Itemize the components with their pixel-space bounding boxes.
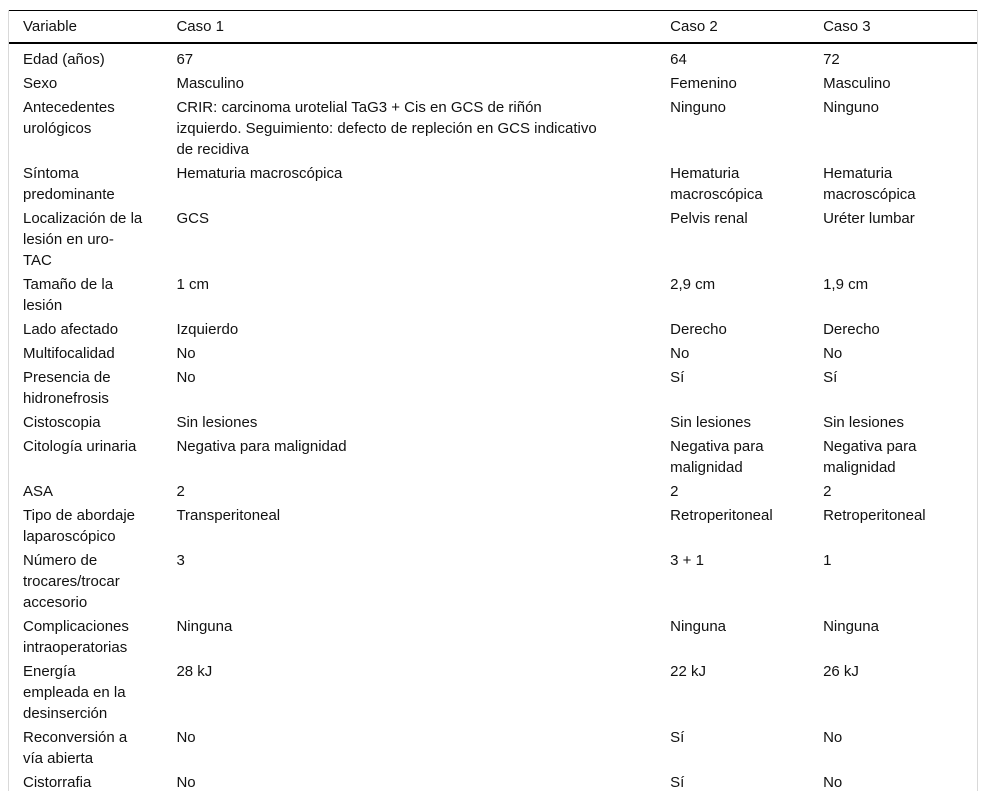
table-row: ASA 2 2 2 <box>9 479 977 503</box>
cell-caso1: 1 cm <box>176 276 209 293</box>
table-row: Multifocalidad No No No <box>9 341 977 365</box>
cell-caso1: Negativa para malignidad <box>176 438 347 455</box>
cell-caso3: Uréter lumbar <box>823 210 915 227</box>
cell-caso1: 2 <box>176 483 185 500</box>
cell-variable: Energía empleada en la desinserción <box>23 663 126 722</box>
cell-variable: Lado afectado <box>23 321 119 338</box>
cell-caso1: Transperitoneal <box>176 507 281 524</box>
case-comparison-table: Variable Caso 1 Caso 2 Caso 3 Edad (años) 67… <box>9 10 977 791</box>
cell-caso2: 2 <box>670 483 679 500</box>
cell-caso1: Izquierdo <box>176 321 239 338</box>
cell-caso2: No <box>670 345 690 362</box>
cell-caso3: Sin lesiones <box>823 414 904 431</box>
cell-variable: Número de trocares/trocar accesorio <box>23 552 120 611</box>
cell-caso3: No <box>823 729 843 746</box>
cell-caso1: 28 kJ <box>176 663 213 680</box>
cell-caso1: No <box>176 729 196 746</box>
cell-caso1: No <box>176 369 196 386</box>
cell-variable: Localización de la lesión en uro- TAC <box>23 210 143 269</box>
cell-caso1: 3 <box>176 552 185 569</box>
cell-caso1: Masculino <box>176 75 244 92</box>
case-comparison-table-frame: Variable Caso 1 Caso 2 Caso 3 Edad (años) 67… <box>8 10 978 791</box>
cell-caso2: Pelvis renal <box>670 210 748 227</box>
cell-caso3: Ninguna <box>823 618 879 635</box>
cell-caso3: No <box>823 774 843 791</box>
table-row: Citología urinaria Negativa para malignid… <box>9 434 977 479</box>
header-row: Variable Caso 1 Caso 2 Caso 3 <box>9 10 977 43</box>
cell-caso3: Negativa para malignidad <box>823 438 917 476</box>
table-row: Presencia de hidronefrosis No Sí Sí <box>9 365 977 410</box>
cell-caso2: Femenino <box>670 75 737 92</box>
cell-variable: Tipo de abordaje laparoscópico <box>23 507 136 545</box>
cell-caso1: Hematuria macroscópica <box>176 165 343 182</box>
table-row: Tipo de abordaje laparoscópico Transperit… <box>9 503 977 548</box>
cell-caso3: 1,9 cm <box>823 276 869 293</box>
cell-variable: Antecedentes urológicos <box>23 99 115 137</box>
table-row: Síntoma predominante Hematuria macroscópi… <box>9 161 977 206</box>
table-row: Cistoscopia Sin lesiones Sin lesiones Sin l… <box>9 410 977 434</box>
cell-caso1: Sin lesiones <box>176 414 258 431</box>
cell-caso1: 67 <box>176 51 194 68</box>
cell-caso3: Sí <box>823 369 838 386</box>
table-row: Reconversión a vía abierta No Sí No <box>9 725 977 770</box>
cell-caso2: Derecho <box>670 321 727 338</box>
cell-caso3: 26 kJ <box>823 663 859 680</box>
cell-variable: Complicaciones intraoperatorias <box>23 618 129 656</box>
cell-variable: Multifocalidad <box>23 345 115 362</box>
table-row: Sexo Masculino Femenino Masculino <box>9 71 977 95</box>
cell-caso3: No <box>823 345 843 362</box>
cell-caso3: 2 <box>823 483 832 500</box>
cell-caso2: Sin lesiones <box>670 414 752 431</box>
cell-variable: Edad (años) <box>23 51 105 68</box>
cell-caso2: Sí <box>670 729 685 746</box>
table-row: Energía empleada en la desinserción 28 kJ… <box>9 659 977 725</box>
table-row: Número de trocares/trocar accesorio 3 3 + … <box>9 548 977 614</box>
cell-variable: Síntoma predominante <box>23 165 115 203</box>
cell-caso3: Masculino <box>823 75 891 92</box>
table-row: Localización de la lesión en uro- TAC GCS… <box>9 206 977 272</box>
cell-variable: Tamaño de la lesión <box>23 276 114 314</box>
cell-caso3: 72 <box>823 51 840 68</box>
table-row: Antecedentes urológicos CRIR: carcinoma u… <box>9 95 977 161</box>
cell-caso2: Sí <box>670 774 685 791</box>
table-row: Tamaño de la lesión 1 cm 2,9 cm 1,9 cm <box>9 272 977 317</box>
cell-caso2: 2,9 cm <box>670 276 716 293</box>
column-header-variable: Variable <box>23 18 77 35</box>
column-header-caso2: Caso 2 <box>670 18 718 35</box>
cell-caso1: Ninguna <box>176 618 233 635</box>
cell-caso3: Hematuria macroscópica <box>823 165 916 203</box>
cell-variable: Cistorrafia <box>23 774 92 791</box>
cell-caso1: No <box>176 345 196 362</box>
cell-variable: ASA <box>23 483 54 500</box>
cell-variable: Sexo <box>23 75 58 92</box>
column-header-caso3: Caso 3 <box>823 18 871 35</box>
cell-caso2: Retroperitoneal <box>670 507 773 524</box>
cell-caso3: 1 <box>823 552 832 569</box>
column-header-caso1: Caso 1 <box>176 18 224 35</box>
cell-variable: Reconversión a vía abierta <box>23 729 128 767</box>
cell-caso3: Derecho <box>823 321 880 338</box>
cell-caso2: Hematuria macroscópica <box>670 165 763 203</box>
cell-caso3: Ninguno <box>823 99 879 116</box>
cell-caso2: Negativa para malignidad <box>670 438 764 476</box>
cell-caso2: Sí <box>670 369 685 386</box>
cell-variable: Presencia de hidronefrosis <box>23 369 111 407</box>
cell-variable: Citología urinaria <box>23 438 137 455</box>
table-header: Variable Caso 1 Caso 2 Caso 3 <box>9 10 977 43</box>
cell-caso2: 64 <box>670 51 687 68</box>
table-row: Cistorrafia No Sí No <box>9 770 977 791</box>
table-row: Complicaciones intraoperatorias Ninguna Ni… <box>9 614 977 659</box>
table-row: Lado afectado Izquierdo Derecho Derecho <box>9 317 977 341</box>
cell-caso1: GCS <box>176 210 209 227</box>
table-body: Edad (años) 67 64 72 Sexo Masculino Femenino Ma… <box>9 43 977 791</box>
table-row: Edad (años) 67 64 72 <box>9 43 977 71</box>
cell-caso2: 22 kJ <box>670 663 706 680</box>
cell-variable: Cistoscopia <box>23 414 101 431</box>
cell-caso2: Ninguno <box>670 99 727 116</box>
cell-caso2: 3 + 1 <box>670 552 704 569</box>
cell-caso1: No <box>176 774 196 791</box>
cell-caso3: Retroperitoneal <box>823 507 926 524</box>
cell-caso2: Ninguna <box>670 618 727 635</box>
cell-caso1: CRIR: carcinoma urotelial TaG3 + Cis en … <box>176 99 597 158</box>
